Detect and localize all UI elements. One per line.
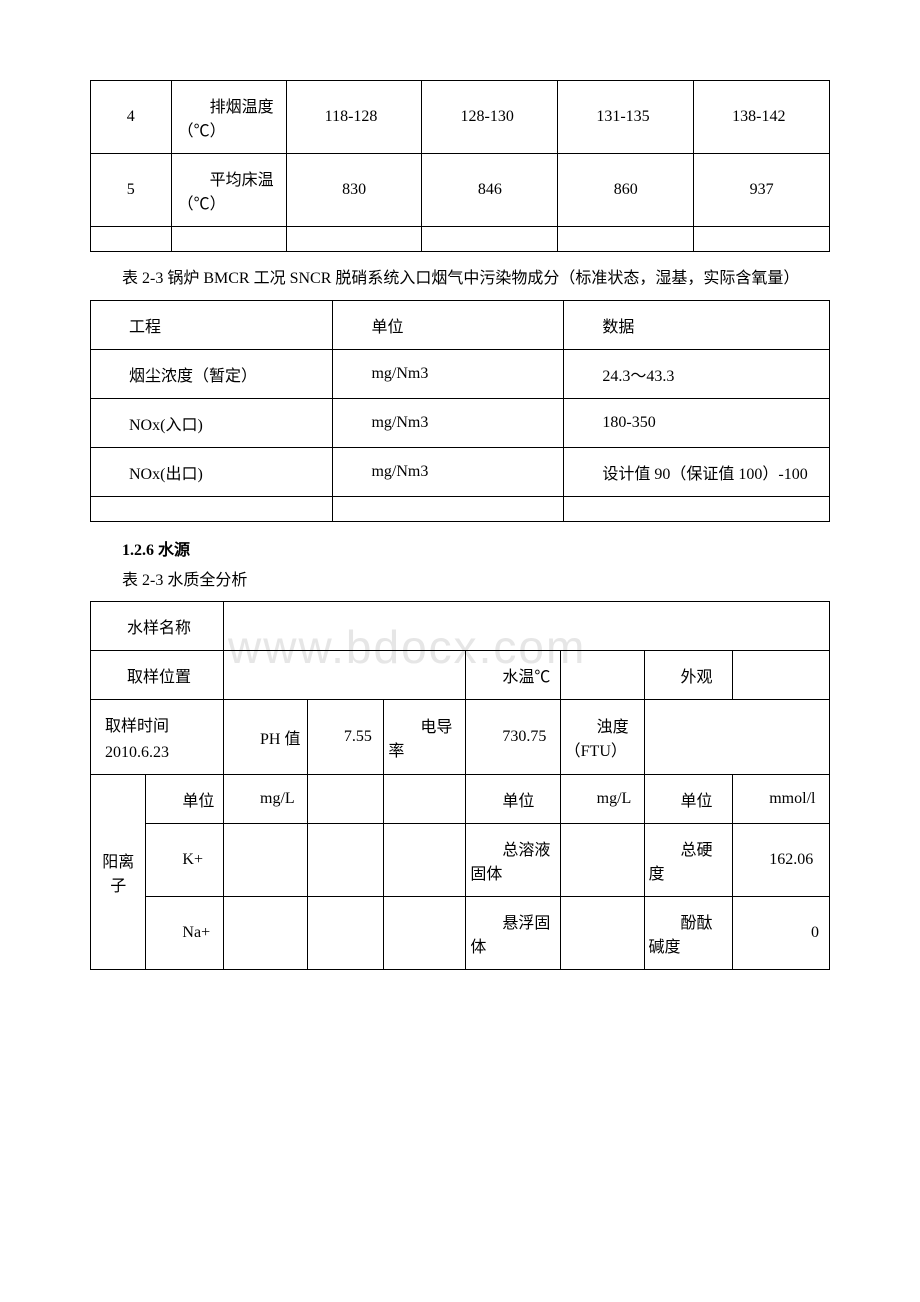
table-row: NOx(入口) mg/Nm3 180-350 <box>91 398 830 447</box>
cell <box>91 227 172 252</box>
cell-line: 取样时间 <box>105 712 219 736</box>
table-row: 4 排烟温度（℃） 118-128 128-130 131-135 138-14… <box>91 81 830 154</box>
table-row: 阳离子 单位 mg/L 单位 mg/L 单位 mmol/l <box>91 775 830 824</box>
cell: 排烟温度（℃） <box>171 81 286 154</box>
cell: 937 <box>694 154 830 227</box>
cell: mg/Nm3 <box>333 349 564 398</box>
cell <box>560 897 644 970</box>
cell: K+ <box>146 824 224 897</box>
table-row: 烟尘浓度（暂定） mg/Nm3 24.3～43.3 <box>91 349 830 398</box>
table-caption-pollutants: 表 2-3 锅炉 BMCR 工况 SNCR 脱硝系统入口烟气中污染物成分（标准状… <box>90 266 830 292</box>
table-row <box>91 496 830 521</box>
cell <box>333 496 564 521</box>
cell: 平均床温（℃） <box>171 154 286 227</box>
cell <box>384 897 466 970</box>
cell <box>560 651 644 700</box>
cell <box>224 897 308 970</box>
cell: NOx(出口) <box>91 447 333 496</box>
cell: 单位 <box>146 775 224 824</box>
cell: 取样位置 <box>91 651 224 700</box>
cell: 总硬度 <box>644 824 733 897</box>
cell: 138-142 <box>694 81 830 154</box>
cell: 162.06 <box>733 824 830 897</box>
cell: mg/Nm3 <box>333 398 564 447</box>
cell: 118-128 <box>286 81 422 154</box>
cell: 烟尘浓度（暂定） <box>91 349 333 398</box>
cell: 7.55 <box>307 700 383 775</box>
table-row: Na+ 悬浮固体 酚酞碱度 0 <box>91 897 830 970</box>
table-row: 取样时间 2010.6.23 PH 值 7.55 电导率 730.75 浊度（F… <box>91 700 830 775</box>
cell <box>564 496 830 521</box>
table-row: 取样位置 水温℃ 外观 <box>91 651 830 700</box>
cell <box>384 824 466 897</box>
cell: mg/L <box>560 775 644 824</box>
cell: 工程 <box>91 300 333 349</box>
cell: NOx(入口) <box>91 398 333 447</box>
table-pollutants: 工程 单位 数据 烟尘浓度（暂定） mg/Nm3 24.3～43.3 NOx(入… <box>90 300 830 522</box>
cell: 酚酞碱度 <box>644 897 733 970</box>
cell: 设计值 90（保证值 100）-100 <box>564 447 830 496</box>
table-boiler-params: 4 排烟温度（℃） 118-128 128-130 131-135 138-14… <box>90 80 830 252</box>
cell: 128-130 <box>422 81 558 154</box>
cell <box>384 775 466 824</box>
cell: 电导率 <box>384 700 466 775</box>
cell <box>694 227 830 252</box>
cell <box>91 496 333 521</box>
table-water-analysis: 水样名称 取样位置 水温℃ 外观 取样时间 2010.6.23 PH 值 7.5… <box>90 601 830 970</box>
cell: 4 <box>91 81 172 154</box>
cell: 730.75 <box>466 700 560 775</box>
cell: 悬浮固体 <box>466 897 560 970</box>
cell <box>733 651 830 700</box>
cell: 131-135 <box>558 81 694 154</box>
cell: 单位 <box>466 775 560 824</box>
table-row <box>91 227 830 252</box>
table-row: K+ 总溶液固体 总硬度 162.06 <box>91 824 830 897</box>
cell: 0 <box>733 897 830 970</box>
table-caption-water: 表 2-3 水质全分析 <box>90 568 830 594</box>
cell: 24.3～43.3 <box>564 349 830 398</box>
cell: 单位 <box>644 775 733 824</box>
cell: 浊度（FTU） <box>560 700 644 775</box>
cell <box>224 602 830 651</box>
cell <box>644 700 829 775</box>
cell <box>307 824 383 897</box>
cell: 水温℃ <box>466 651 560 700</box>
cell: 总溶液固体 <box>466 824 560 897</box>
cell: 阳离子 <box>91 775 146 970</box>
cell <box>286 227 422 252</box>
cell: 水样名称 <box>91 602 224 651</box>
cell: 180-350 <box>564 398 830 447</box>
cell: 取样时间 2010.6.23 <box>91 700 224 775</box>
cell: mg/L <box>224 775 308 824</box>
cell: 846 <box>422 154 558 227</box>
cell <box>422 227 558 252</box>
cell: 数据 <box>564 300 830 349</box>
table-row: 水样名称 <box>91 602 830 651</box>
table-row: 工程 单位 数据 <box>91 300 830 349</box>
cell <box>307 897 383 970</box>
cell-line: 2010.6.23 <box>105 744 219 762</box>
cell: 860 <box>558 154 694 227</box>
cell <box>560 824 644 897</box>
cell <box>224 824 308 897</box>
cell: 外观 <box>644 651 733 700</box>
cell: 5 <box>91 154 172 227</box>
table-row: 5 平均床温（℃） 830 846 860 937 <box>91 154 830 227</box>
cell <box>307 775 383 824</box>
cell: PH 值 <box>224 700 308 775</box>
cell <box>171 227 286 252</box>
cell: mmol/l <box>733 775 830 824</box>
cell: Na+ <box>146 897 224 970</box>
cell: 单位 <box>333 300 564 349</box>
section-heading-water: 1.2.6 水源 <box>90 536 830 560</box>
cell <box>558 227 694 252</box>
cell <box>224 651 466 700</box>
table-row: NOx(出口) mg/Nm3 设计值 90（保证值 100）-100 <box>91 447 830 496</box>
cell: 830 <box>286 154 422 227</box>
cell: mg/Nm3 <box>333 447 564 496</box>
